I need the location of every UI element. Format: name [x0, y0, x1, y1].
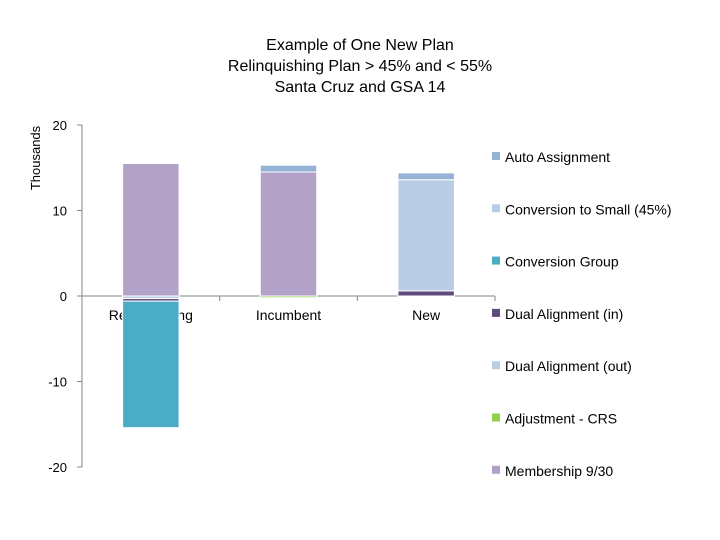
- bar-segment: [259, 171, 318, 297]
- y-tick-label: 10: [53, 204, 67, 219]
- y-tick-label: -10: [48, 375, 67, 390]
- x-tick-label: Incumbent: [256, 307, 321, 323]
- legend-label: Auto Assignment: [505, 149, 610, 165]
- bar-segment: [259, 164, 318, 173]
- bar-segment: [122, 162, 180, 297]
- bar-segment: [397, 290, 455, 297]
- legend-swatch: [492, 204, 500, 213]
- chart-title-line: Relinquishing Plan > 45% and < 55%: [228, 58, 492, 75]
- legend: Auto Assignment Conversion to Small (45%)…: [492, 149, 672, 479]
- legend-label: Membership 9/30: [505, 463, 613, 479]
- x-tick-label: New: [412, 307, 441, 323]
- y-axis-label: Thousands: [28, 125, 43, 190]
- legend-label: Dual Alignment (out): [505, 358, 632, 374]
- legend-swatch: [492, 361, 500, 370]
- bar-segment: [122, 300, 180, 429]
- y-tick-label: 20: [53, 118, 67, 133]
- chart-title-line: Santa Cruz and GSA 14: [275, 79, 446, 96]
- legend-label: Conversion to Small (45%): [505, 201, 672, 217]
- legend-swatch: [492, 308, 500, 317]
- bars: [122, 162, 455, 429]
- y-tick-label: -20: [48, 460, 67, 475]
- legend-swatch: [492, 256, 500, 265]
- legend-label: Adjustment - CRS: [505, 411, 617, 427]
- legend-swatch: [492, 465, 500, 474]
- legend-label: Conversion Group: [505, 254, 619, 270]
- legend-swatch: [492, 152, 500, 160]
- bar-segment: [397, 172, 455, 181]
- chart-title-line: Example of One New Plan: [266, 37, 454, 54]
- legend-label: Dual Alignment (in): [505, 306, 623, 322]
- bar-segment: [397, 179, 455, 292]
- legend-swatch: [492, 413, 500, 422]
- chart-title: Example of One New Plan Relinquishing Pla…: [228, 37, 492, 96]
- bar-segment: [259, 295, 318, 299]
- y-tick-label: 0: [60, 289, 67, 304]
